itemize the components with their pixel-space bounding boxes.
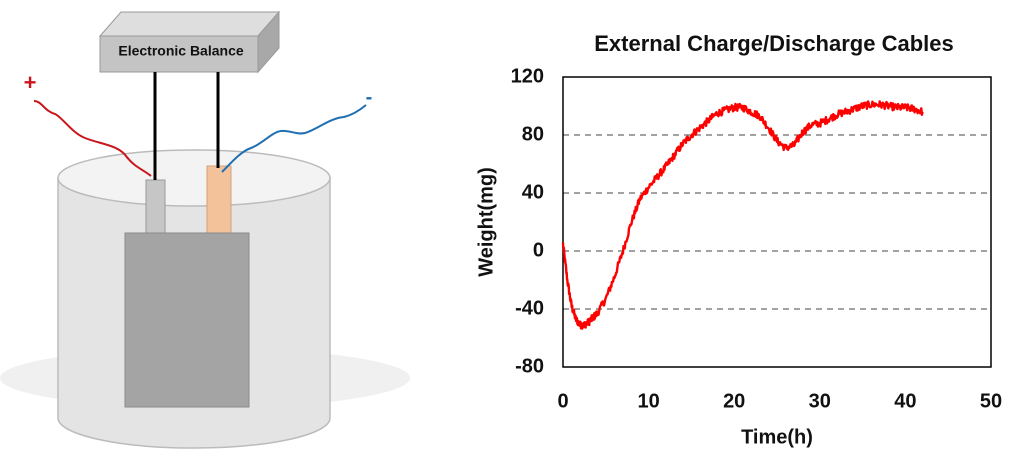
x-tick-label: 50 (980, 390, 1002, 412)
apparatus-diagram: Electronic Balance + - (0, 10, 410, 449)
x-tick-label: 20 (723, 390, 745, 412)
grid-lines (563, 134, 991, 310)
x-tick-label: 40 (894, 390, 916, 412)
x-tick-labels: 0 10 20 30 40 50 (557, 390, 1002, 412)
x-tick-label: 30 (809, 390, 831, 412)
pouch-cell (124, 232, 250, 408)
balance-front-face (99, 35, 259, 73)
y-tick-label: -80 (515, 355, 544, 377)
negative-lead (221, 104, 367, 173)
x-tick-label: 10 (637, 390, 659, 412)
y-tick-label: 120 (511, 65, 544, 87)
y-tick-label: 0 (533, 239, 544, 261)
positive-tab (145, 179, 166, 234)
weight-chart: External Charge/Discharge Cables -80 -40 0… (475, 31, 1002, 448)
positive-lead (33, 100, 152, 177)
balance-top-face (98, 11, 281, 37)
plus-sign: + (24, 70, 37, 95)
chart-title: External Charge/Discharge Cables (594, 31, 953, 56)
y-axis-label: Weight(mg) (475, 167, 497, 277)
y-tick-label: -40 (515, 297, 544, 319)
x-tick-label: 0 (557, 390, 568, 412)
x-axis-label: Time(h) (741, 426, 813, 448)
series-layer (561, 100, 924, 330)
negative-tab (206, 165, 232, 234)
minus-sign: - (366, 86, 373, 108)
y-tick-label: 80 (522, 123, 544, 145)
y-tick-labels: -80 -40 0 40 80 120 (511, 65, 544, 377)
container-rim (57, 149, 331, 207)
plot-frame (562, 76, 992, 368)
series-line-weight (561, 100, 924, 330)
balance-label: Electronic Balance (118, 43, 243, 59)
y-tick-label: 40 (522, 181, 544, 203)
